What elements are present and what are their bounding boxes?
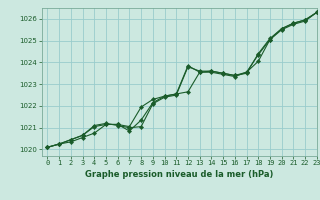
- X-axis label: Graphe pression niveau de la mer (hPa): Graphe pression niveau de la mer (hPa): [85, 170, 273, 179]
